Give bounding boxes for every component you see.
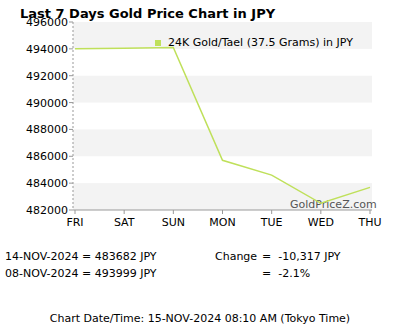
annotation: 08-NOV-2024 = 493999 JPY	[5, 267, 157, 280]
annotation: Change	[215, 250, 257, 263]
y-tick-label: 486000	[26, 150, 68, 163]
y-tick	[69, 75, 73, 76]
grid-band	[73, 76, 372, 103]
x-tick-label: WED	[308, 216, 334, 229]
x-tick-label: SAT	[114, 216, 135, 229]
y-tick	[69, 129, 73, 130]
annotation: = -2.1%	[262, 267, 310, 280]
annotation: 14-NOV-2024 = 483682 JPY	[5, 250, 157, 263]
x-tick-label: MON	[209, 216, 235, 229]
y-tick	[69, 48, 73, 49]
x-tick-label: THU	[357, 216, 381, 229]
x-tick	[173, 210, 174, 214]
y-tick-label: 488000	[26, 123, 68, 136]
chart-container: Last 7 Days Gold Price Chart in JPY48200…	[0, 0, 400, 330]
y-tick-label: 482000	[26, 204, 68, 217]
grid-band	[73, 129, 372, 156]
y-tick	[69, 22, 73, 23]
y-tick	[69, 183, 73, 184]
annotation: = -10,317 JPY	[262, 250, 341, 263]
legend-label: 24K Gold/Tael (37.5 Grams) in JPY	[168, 36, 353, 49]
y-tick	[69, 210, 73, 211]
y-tick-label: 494000	[26, 43, 68, 56]
x-tick-label: TUE	[260, 216, 283, 229]
footer: Chart Date/Time: 15-NOV-2024 08:10 AM (T…	[50, 312, 350, 325]
x-tick	[75, 210, 76, 214]
chart: Last 7 Days Gold Price Chart in JPY48200…	[0, 0, 400, 330]
y-axis	[73, 22, 74, 210]
y-tick	[69, 102, 73, 103]
x-tick	[222, 210, 223, 214]
y-tick-label: 490000	[26, 97, 68, 110]
plot-area	[75, 48, 370, 204]
x-tick	[124, 210, 125, 214]
y-tick-label: 492000	[26, 70, 68, 83]
y-tick-label: 496000	[26, 16, 68, 29]
x-tick	[271, 210, 272, 214]
x-tick-label: FRI	[66, 216, 83, 229]
x-tick-label: SUN	[162, 216, 185, 229]
y-tick	[69, 156, 73, 157]
legend-swatch	[155, 40, 161, 46]
grid-band	[73, 22, 372, 49]
series-line	[75, 48, 370, 204]
y-tick-label: 484000	[26, 177, 68, 190]
